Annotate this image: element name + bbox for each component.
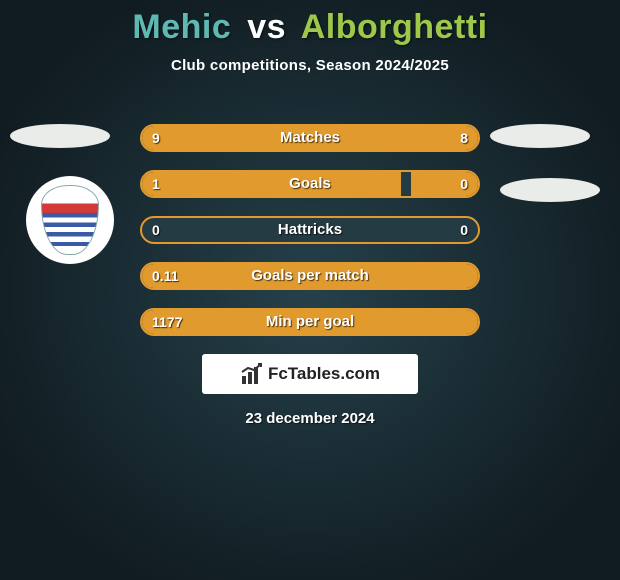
value-right: 0 bbox=[460, 216, 468, 244]
bar-track bbox=[140, 262, 480, 290]
watermark-text: FcTables.com bbox=[268, 364, 380, 384]
stat-row: 1177Min per goal bbox=[140, 308, 480, 336]
bar-fill-left bbox=[142, 310, 478, 334]
stat-row: 10Goals bbox=[140, 170, 480, 198]
bar-fill-left bbox=[142, 126, 320, 150]
value-left: 1 bbox=[152, 170, 160, 198]
bar-fill-left bbox=[142, 172, 401, 196]
stat-row: 98Matches bbox=[140, 124, 480, 152]
player2-placeholder-mid bbox=[500, 178, 600, 202]
value-right: 0 bbox=[460, 170, 468, 198]
shield-icon bbox=[41, 185, 99, 255]
watermark[interactable]: FcTables.com bbox=[202, 354, 418, 394]
team-badge bbox=[26, 176, 114, 264]
comparison-card: Mehic vs Alborghetti Club competitions, … bbox=[0, 0, 620, 580]
bar-track bbox=[140, 170, 480, 198]
subtitle: Club competitions, Season 2024/2025 bbox=[0, 57, 620, 74]
player1-name: Mehic bbox=[132, 8, 231, 46]
date-label: 23 december 2024 bbox=[0, 410, 620, 427]
vs-label: vs bbox=[247, 8, 286, 46]
bar-fill-left bbox=[142, 264, 478, 288]
value-left: 9 bbox=[152, 124, 160, 152]
bar-track bbox=[140, 308, 480, 336]
player2-name: Alborghetti bbox=[301, 8, 488, 46]
stat-row: 00Hattricks bbox=[140, 216, 480, 244]
bar-chart-icon bbox=[240, 362, 264, 386]
player2-placeholder-top bbox=[490, 124, 590, 148]
value-right: 8 bbox=[460, 124, 468, 152]
bar-track bbox=[140, 124, 480, 152]
title: Mehic vs Alborghetti bbox=[0, 0, 620, 47]
value-left: 0.11 bbox=[152, 262, 178, 290]
stat-bars: 98Matches10Goals00Hattricks0.11Goals per… bbox=[140, 124, 480, 354]
bar-track bbox=[140, 216, 480, 244]
bar-fill-right bbox=[320, 126, 478, 150]
stat-row: 0.11Goals per match bbox=[140, 262, 480, 290]
value-left: 0 bbox=[152, 216, 160, 244]
player1-placeholder bbox=[10, 124, 110, 148]
value-left: 1177 bbox=[152, 308, 182, 336]
